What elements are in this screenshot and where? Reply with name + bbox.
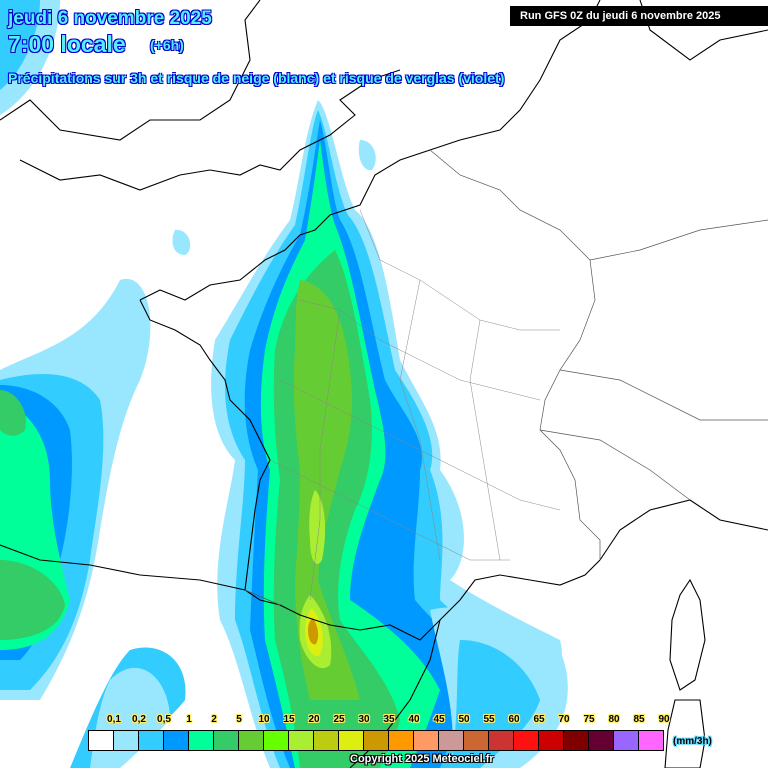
legend-swatch xyxy=(564,731,589,750)
legend-label: 60 xyxy=(508,714,520,725)
border-pyrenees xyxy=(244,589,281,606)
legend-swatch xyxy=(414,731,439,750)
legend-swatch xyxy=(439,731,464,750)
precip-dark-green xyxy=(0,560,65,640)
legend-swatch xyxy=(639,731,663,750)
legend-label: 70 xyxy=(558,714,570,725)
legend-swatch xyxy=(289,731,314,750)
precip-light xyxy=(172,229,191,255)
legend-swatch xyxy=(614,731,639,750)
departments xyxy=(269,209,561,601)
legend-swatch xyxy=(389,731,414,750)
border-france-east xyxy=(429,149,601,560)
legend-swatch xyxy=(239,731,264,750)
forecast-date: jeudi 6 novembre 2025 xyxy=(8,8,212,29)
legend-label: 55 xyxy=(483,714,495,725)
precip-orange xyxy=(308,618,319,645)
legend-label: 25 xyxy=(333,714,345,725)
forecast-offset: (+6h) xyxy=(150,37,184,53)
copyright: Copyright 2025 Meteociel.fr xyxy=(350,753,494,765)
legend-swatch xyxy=(189,731,214,750)
legend-color-bar xyxy=(88,730,664,751)
legend-swatch xyxy=(114,731,139,750)
legend-unit: (mm/3h) xyxy=(673,736,712,747)
precip-yellow-green xyxy=(293,280,360,700)
precipitation-fields xyxy=(0,0,568,768)
legend-swatch xyxy=(464,731,489,750)
legend-swatch xyxy=(314,731,339,750)
legend-label: 65 xyxy=(533,714,545,725)
legend-swatch xyxy=(339,731,364,750)
legend-swatch xyxy=(489,731,514,750)
coast-france-west xyxy=(139,299,601,641)
legend-label: 80 xyxy=(608,714,620,725)
legend-label: 20 xyxy=(308,714,320,725)
legend-label: 0,5 xyxy=(157,714,171,725)
legend-label: 1 xyxy=(186,714,192,725)
legend-label: 50 xyxy=(458,714,470,725)
legend-label: 35 xyxy=(383,714,395,725)
border-other xyxy=(559,369,768,421)
legend-swatch xyxy=(164,731,189,750)
borders xyxy=(244,149,768,606)
legend-label: 15 xyxy=(283,714,295,725)
border-other xyxy=(589,219,768,261)
legend-label: 40 xyxy=(408,714,420,725)
legend-swatch xyxy=(539,731,564,750)
legend-label: 75 xyxy=(583,714,595,725)
legend-label: 45 xyxy=(433,714,445,725)
run-info: Run GFS 0Z du jeudi 6 novembre 2025 xyxy=(510,6,768,26)
coast-england xyxy=(0,0,261,141)
coast-iberia xyxy=(0,544,246,591)
legend-swatch xyxy=(139,731,164,750)
legend-label: 30 xyxy=(358,714,370,725)
precip-dark-green xyxy=(0,390,26,436)
coast-corsica xyxy=(669,578,706,691)
legend-label: 0,2 xyxy=(132,714,146,725)
legend-swatch xyxy=(89,731,114,750)
coast-england-south xyxy=(19,69,401,191)
legend-label: 0,1 xyxy=(107,714,121,725)
legend-label: 90 xyxy=(658,714,670,725)
precip-lime xyxy=(309,490,326,564)
legend-label: 85 xyxy=(633,714,645,725)
forecast-time: 7:00 locale xyxy=(8,31,126,57)
precip-light xyxy=(358,140,376,171)
border-other xyxy=(539,429,691,501)
legend-label: 2 xyxy=(211,714,217,725)
precip-medium xyxy=(0,0,40,90)
legend-swatch xyxy=(589,731,614,750)
coast-italy xyxy=(599,499,768,561)
coast-sardinia xyxy=(664,699,706,768)
legend-swatch xyxy=(514,731,539,750)
legend-label: 10 xyxy=(258,714,270,725)
coast-france-north xyxy=(139,129,501,301)
legend-swatch xyxy=(214,731,239,750)
legend-swatch xyxy=(264,731,289,750)
precip-light xyxy=(543,688,562,705)
legend-swatch xyxy=(364,731,389,750)
legend-label: 5 xyxy=(236,714,242,725)
map-subtitle: Précipitations sur 3h et risque de neige… xyxy=(8,70,505,86)
